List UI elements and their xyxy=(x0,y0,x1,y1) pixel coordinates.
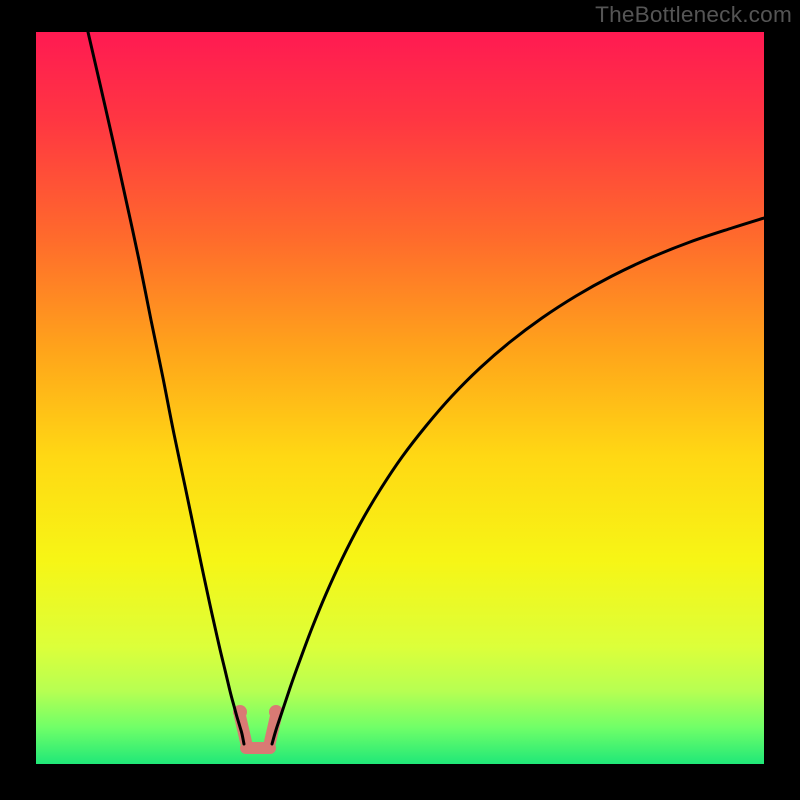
watermark-text: TheBottleneck.com xyxy=(595,2,792,28)
chart-plot-area xyxy=(36,32,764,764)
curve-right xyxy=(272,218,764,744)
curve-left xyxy=(88,32,244,744)
outer-frame: TheBottleneck.com xyxy=(0,0,800,800)
chart-svg xyxy=(36,32,764,764)
